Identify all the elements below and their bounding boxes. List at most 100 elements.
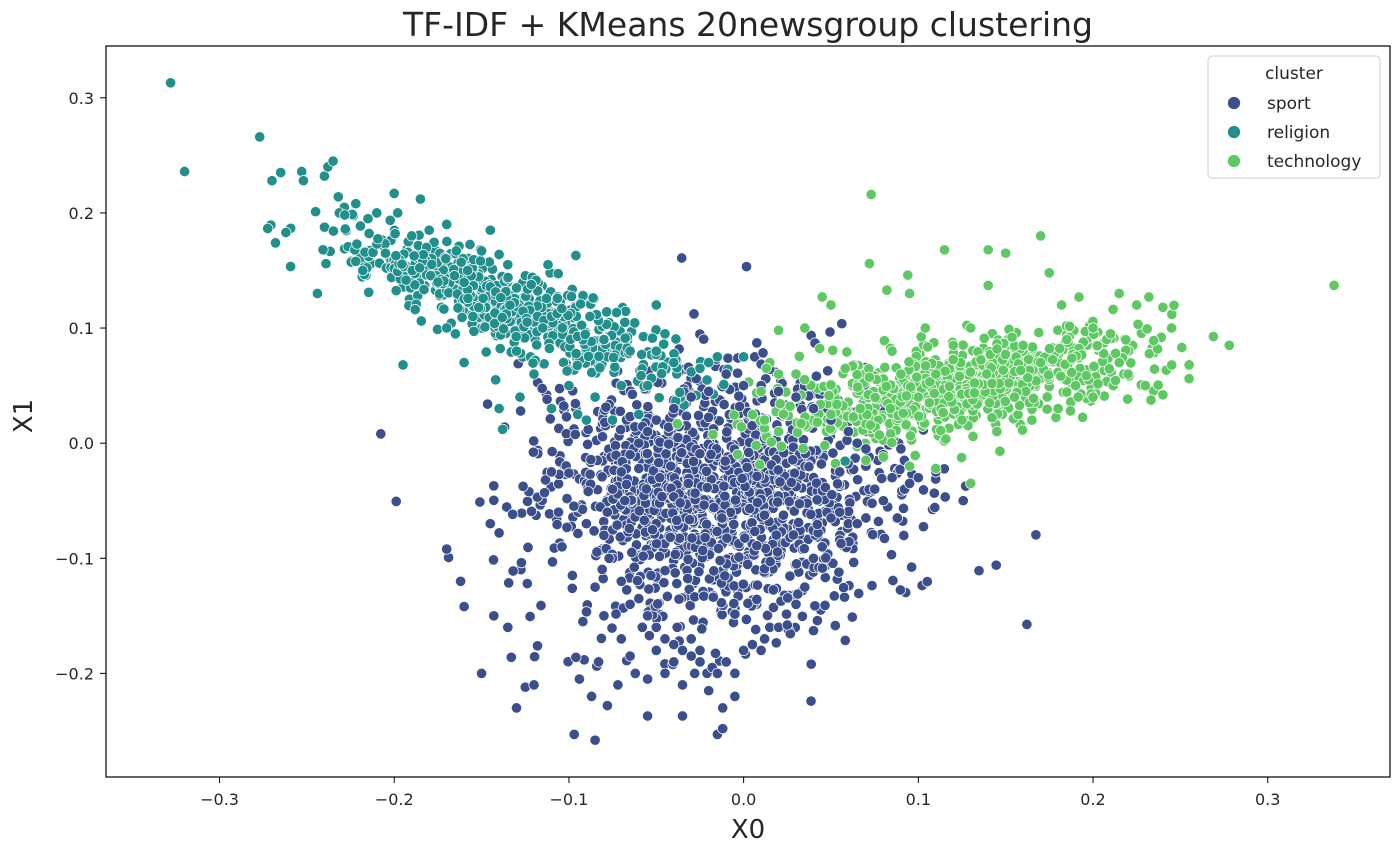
technology-point	[1166, 308, 1178, 320]
sport-point	[895, 443, 907, 455]
technology-point	[1087, 322, 1099, 334]
religion-point	[449, 328, 461, 340]
religion-point	[608, 351, 620, 364]
sport-point	[515, 405, 527, 417]
religion-point	[269, 237, 282, 249]
technology-point	[865, 188, 877, 201]
legend-marker-sport	[1227, 96, 1241, 110]
sport-point	[715, 597, 727, 609]
x-tick-label: −0.1	[550, 790, 589, 809]
sport-point	[701, 482, 713, 494]
religion-point	[339, 209, 351, 221]
sport-point	[607, 483, 619, 495]
sport-point	[793, 516, 805, 529]
religion-point	[587, 292, 599, 304]
technology-point	[1157, 301, 1169, 313]
technology-point	[943, 391, 955, 403]
technology-point	[851, 369, 863, 381]
religion-point	[839, 455, 851, 467]
sport-point	[720, 368, 732, 380]
technology-point	[760, 362, 772, 374]
sport-point	[654, 472, 666, 484]
sport-point	[685, 391, 697, 403]
sport-point	[687, 455, 700, 468]
sport-point	[885, 549, 898, 561]
technology-point	[1064, 405, 1077, 417]
religion-point	[576, 319, 588, 331]
sport-point	[646, 524, 659, 536]
sport-point	[521, 578, 533, 590]
sport-point	[721, 426, 733, 438]
religion-point	[575, 298, 587, 310]
sport-point	[957, 495, 969, 507]
religion-point	[408, 250, 420, 262]
religion-point	[593, 350, 605, 362]
technology-point	[1006, 331, 1018, 343]
sport-point	[683, 583, 695, 595]
religion-point	[525, 279, 537, 291]
religion-point	[584, 310, 596, 323]
sport-point	[631, 399, 643, 411]
sport-point	[764, 556, 776, 568]
technology-point	[886, 437, 898, 449]
religion-point	[179, 165, 191, 178]
religion-point	[701, 374, 713, 386]
sport-point	[716, 609, 728, 621]
sport-point	[816, 562, 828, 574]
religion-point	[362, 213, 374, 225]
sport-point	[650, 414, 662, 426]
religion-point	[371, 207, 383, 219]
sport-point	[973, 565, 985, 577]
technology-point	[1013, 399, 1026, 411]
sport-point	[734, 400, 746, 413]
technology-point	[1056, 299, 1068, 311]
sport-point	[852, 474, 864, 486]
religion-point	[540, 292, 552, 305]
religion-point	[423, 224, 435, 236]
sport-point	[838, 582, 850, 594]
religion-point	[417, 249, 429, 261]
sport-point	[609, 439, 622, 452]
technology-point	[795, 417, 807, 429]
technology-point	[755, 385, 767, 397]
technology-point	[1055, 370, 1067, 382]
technology-point	[759, 414, 771, 426]
sport-point	[746, 420, 758, 432]
sport-point	[637, 550, 649, 562]
sport-point	[687, 614, 700, 626]
technology-point	[937, 407, 949, 419]
sport-point	[682, 477, 694, 489]
sport-point	[848, 556, 860, 568]
religion-point	[262, 222, 274, 235]
religion-point	[495, 292, 507, 304]
technology-point	[773, 426, 785, 438]
technology-point	[1110, 347, 1122, 359]
technology-point	[1066, 366, 1078, 379]
sport-point	[803, 461, 815, 473]
sport-point	[739, 532, 751, 544]
sport-point	[877, 495, 889, 507]
technology-point	[935, 425, 947, 437]
religion-point	[450, 245, 462, 257]
sport-point	[642, 426, 654, 438]
technology-point	[1033, 326, 1045, 339]
religion-point	[351, 238, 363, 250]
sport-point	[742, 558, 754, 570]
technology-point	[919, 322, 931, 334]
technology-point	[1113, 287, 1125, 300]
sport-point	[771, 546, 784, 558]
technology-point	[1017, 339, 1029, 351]
sport-point	[894, 584, 906, 596]
sport-point	[733, 551, 745, 563]
technology-point	[732, 448, 744, 460]
sport-point	[676, 252, 688, 264]
technology-point	[920, 360, 932, 372]
technology-point	[943, 380, 955, 392]
sport-point	[809, 600, 821, 612]
sport-point	[729, 667, 741, 679]
religion-point	[480, 346, 492, 358]
technology-point	[814, 342, 826, 355]
sport-point	[728, 580, 740, 592]
sport-point	[761, 609, 774, 621]
